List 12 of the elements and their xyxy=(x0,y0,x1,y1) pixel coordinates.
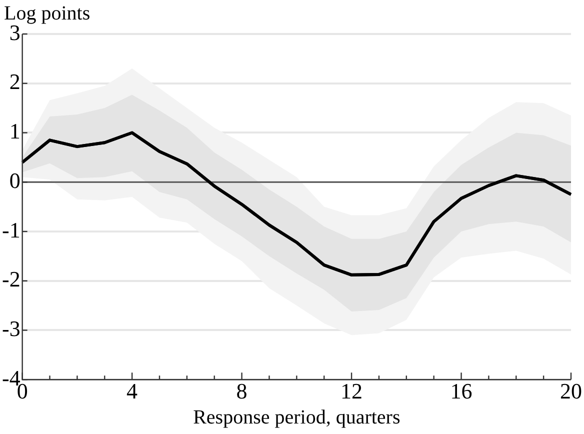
y-tick-label: -2 xyxy=(2,266,20,292)
x-tick-label: 4 xyxy=(126,378,138,404)
x-tick-label: 20 xyxy=(560,378,582,404)
y-tick-label: -1 xyxy=(2,217,20,242)
x-tick-label: 16 xyxy=(450,378,472,404)
y-tick-label: 1 xyxy=(9,118,20,144)
x-tick-label: 8 xyxy=(236,378,248,404)
y-tick-label: -3 xyxy=(2,316,20,342)
y-tick-label: 2 xyxy=(9,69,20,94)
x-axis-title: Response period, quarters xyxy=(193,406,400,428)
y-tick-label: 0 xyxy=(9,168,20,193)
x-tick-label: 12 xyxy=(340,378,363,404)
